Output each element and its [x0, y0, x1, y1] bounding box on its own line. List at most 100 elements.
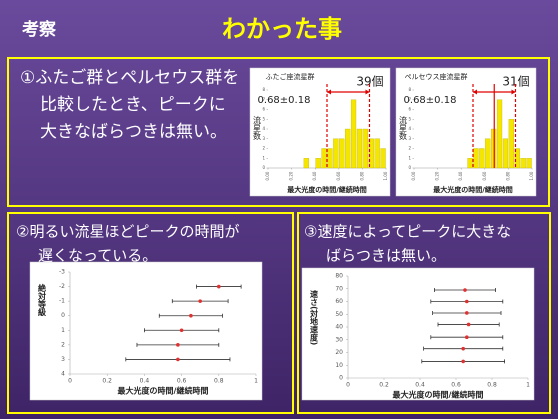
bar [368, 138, 374, 169]
bar [473, 148, 479, 169]
error-cap [423, 346, 504, 351]
count-label: 39個 [356, 75, 383, 89]
error-cap [171, 299, 229, 304]
bar [345, 128, 351, 169]
y-tick-label: 1 [61, 327, 65, 334]
panel-frame [7, 212, 294, 414]
x-tick-label: 0.20 [435, 171, 440, 180]
point [217, 284, 221, 289]
bar [514, 148, 520, 169]
panel-frame [7, 57, 550, 207]
panel-text: ③速度によってピークに大きな [304, 223, 511, 241]
point [466, 322, 471, 327]
bar [374, 138, 380, 169]
bar [333, 138, 339, 169]
chart-title: ペルセウス座流星群 [405, 72, 468, 81]
y-tick-label: 4 [262, 126, 265, 131]
y-tick-label: 50 [335, 311, 343, 318]
x-tick-label: 0.2 [102, 378, 112, 385]
x-tick-label: 0.2 [379, 382, 389, 389]
point [189, 313, 193, 318]
point [176, 357, 180, 362]
x-tick-label: 1 [254, 378, 258, 385]
chart-frame [29, 261, 263, 401]
y-tick-label: 6 [262, 107, 265, 112]
bar [496, 99, 503, 169]
x-axis-label: 最大光度の時間/継続時間 [118, 386, 209, 396]
x-axis-label: 最大光度の時間/継続時間 [287, 185, 367, 194]
y-tick-label: 4 [408, 126, 411, 131]
y-tick-label: 3 [61, 356, 65, 363]
y-tick-label: 5 [262, 116, 265, 121]
bar [339, 138, 345, 169]
y-tick-label: 30 [335, 336, 343, 343]
error-cap [432, 310, 502, 315]
annotation: 0.68±0.18 [404, 95, 457, 106]
bar [315, 158, 321, 169]
bar [321, 148, 327, 169]
x-tick-label: 0.00 [265, 171, 270, 180]
chart-title: ふたご座流星群 [266, 72, 315, 81]
panel-text: 比較したとき、ピークに [40, 95, 226, 115]
bar [303, 158, 309, 169]
y-tick-label: 2 [61, 341, 65, 348]
y-tick-label: -3 [59, 269, 65, 276]
y-tick-label: 7 [408, 97, 411, 102]
x-tick-label: 0.60 [482, 171, 487, 180]
error-cap [136, 342, 220, 347]
point [179, 328, 184, 333]
point [465, 311, 469, 315]
panel-text: 大きなばらつきは無い。 [40, 122, 227, 142]
panel-text: ばらつきは無い。 [326, 247, 446, 265]
x-tick-label: 0.20 [289, 171, 294, 180]
slide-title: わかった事 [222, 15, 342, 43]
bar [479, 148, 485, 169]
error-cap [437, 322, 500, 327]
x-tick-label: 0 [346, 382, 350, 389]
x-tick-label: 0.40 [312, 171, 317, 180]
x-tick-label: 1.00 [383, 171, 388, 180]
annotation: 0.68±0.18 [258, 95, 311, 106]
point [176, 343, 180, 347]
x-tick-label: 0.8 [487, 382, 497, 389]
x-axis-label: 最大光度の時間/継続時間 [393, 390, 484, 400]
x-tick-label: 0.4 [140, 378, 150, 385]
x-tick-label: 1 [526, 382, 530, 389]
section-label: 考察 [21, 19, 57, 40]
y-tick-label: 1 [408, 155, 411, 160]
error-cap [158, 313, 223, 318]
y-tick-label: 60 [335, 298, 343, 305]
y-tick-label: 2 [408, 146, 411, 151]
y-tick-label: 3 [262, 136, 265, 141]
y-tick-label: 3 [408, 136, 411, 141]
error-cap [430, 299, 504, 304]
y-tick-label: -1 [59, 298, 65, 305]
x-tick-label: 0.80 [359, 171, 364, 180]
x-tick-label: 0.6 [451, 382, 461, 389]
x-tick-label: 0.4 [415, 382, 425, 389]
bar [350, 99, 357, 169]
point [461, 346, 466, 351]
y-tick-label: 8 [408, 87, 411, 92]
y-tick-label: 0 [61, 312, 65, 319]
y-tick-label: 8 [262, 87, 265, 92]
count-label: 31個 [502, 75, 529, 89]
y-tick-label: 4 [61, 371, 65, 378]
bar [380, 148, 386, 169]
error-cap [125, 357, 231, 362]
point [198, 299, 202, 303]
y-axis-label: 速さ(対地速度) [309, 289, 319, 345]
point [461, 359, 466, 364]
bar [467, 158, 473, 169]
y-tick-label: 10 [335, 362, 343, 369]
error-cap [430, 335, 504, 340]
x-axis-label: 最大光度の時間/継続時間 [433, 185, 513, 194]
panel-text: ②明るい流星ほどピークの時間が [16, 223, 239, 241]
point [465, 299, 469, 304]
bar [485, 138, 491, 169]
x-tick-label: 0.00 [411, 171, 416, 180]
panel-text: ①ふたご群とペルセウス群を [20, 68, 239, 88]
bar [502, 138, 509, 169]
